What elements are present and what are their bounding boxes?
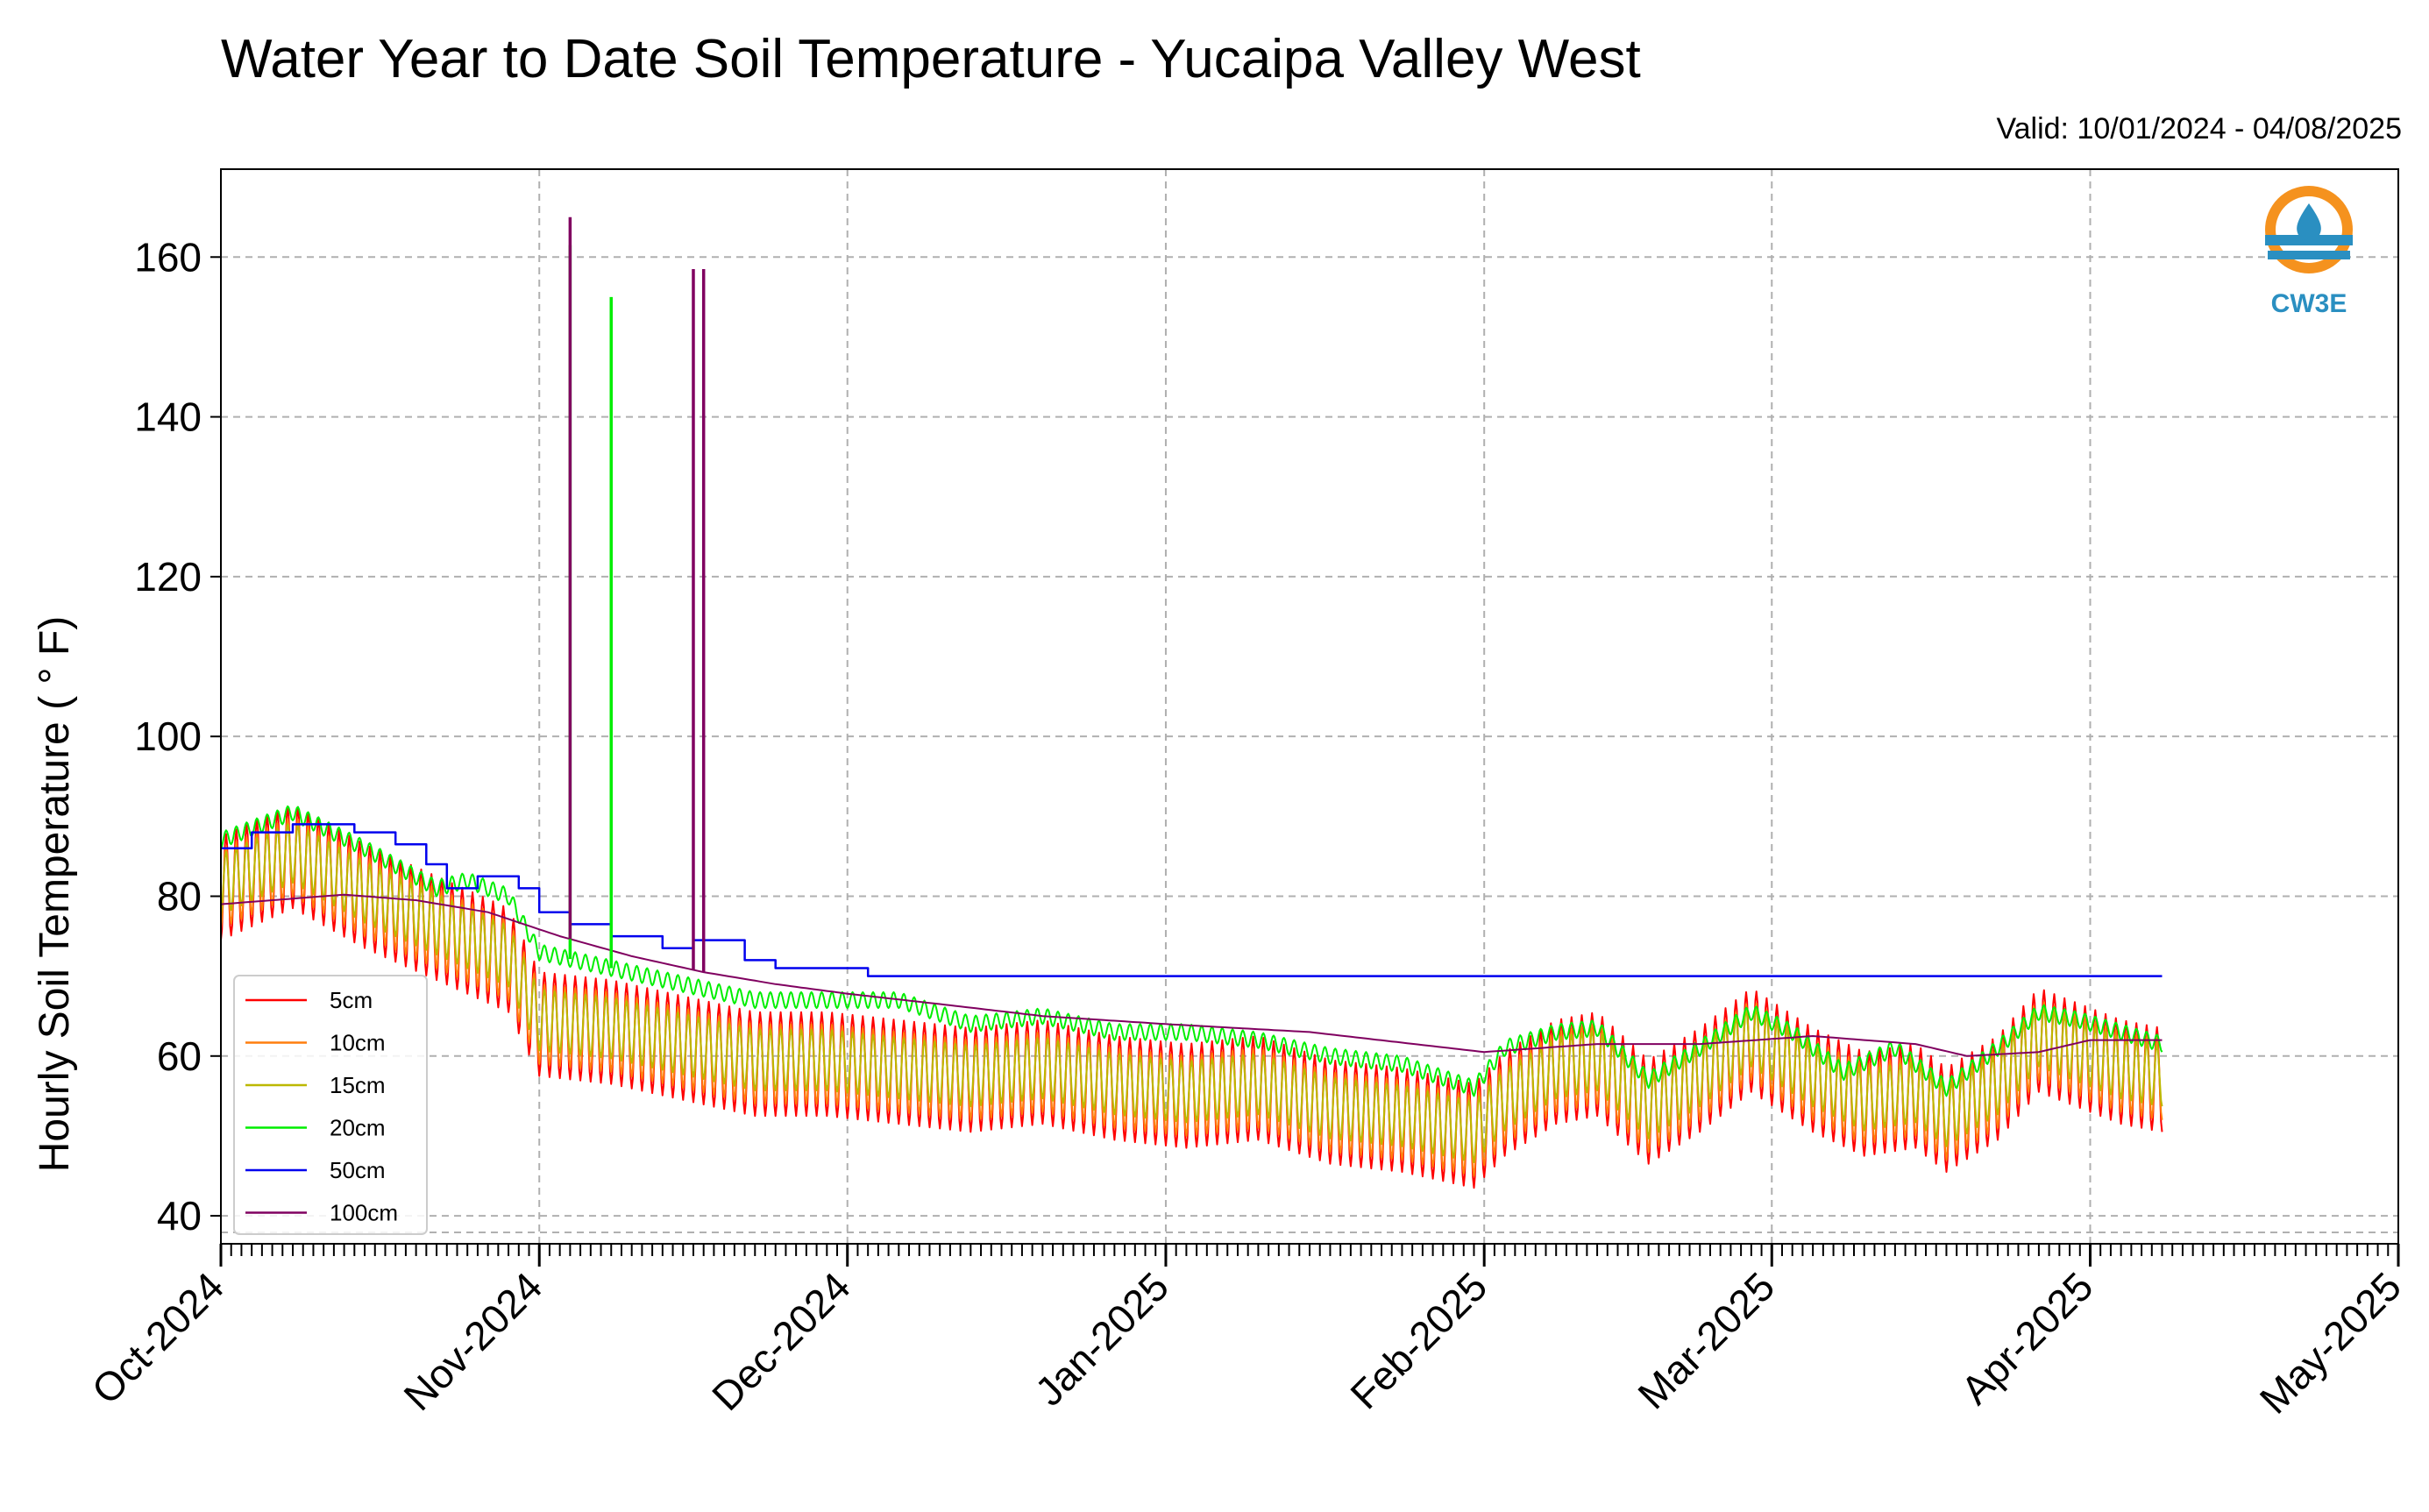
y-tick-label: 80 xyxy=(157,873,202,919)
logo-text: CW3E xyxy=(2271,289,2347,318)
x-axis-ticks: Oct-2024 Nov-2024 Dec-2024 Jan-2025 Feb-2025… xyxy=(83,1244,2410,1423)
series-line-50cm xyxy=(221,823,2163,977)
y-tick-label: 140 xyxy=(134,394,202,440)
legend-label-20cm: 20cm xyxy=(330,1115,386,1141)
y-tick-label: 100 xyxy=(134,713,202,759)
series-lines xyxy=(220,805,2163,1189)
x-axis-minor-ticks xyxy=(220,1244,2399,1256)
series-line-100cm xyxy=(220,893,2163,1057)
x-tick-label: Apr-2025 xyxy=(1952,1263,2102,1413)
series-line-10cm xyxy=(220,817,2163,1177)
legend-label-5cm: 5cm xyxy=(330,987,373,1013)
valid-date-range: Valid: 10/01/2024 - 04/08/2025 xyxy=(1996,112,2402,146)
y-tick-label: 120 xyxy=(134,554,202,600)
x-tick-label: May-2025 xyxy=(2251,1263,2410,1422)
logo-wave-2 xyxy=(2268,251,2350,259)
y-tick-label: 40 xyxy=(157,1193,202,1239)
legend-label-100cm: 100cm xyxy=(330,1200,398,1226)
legend: 5cm 10cm 15cm 20cm 50cm 100cm xyxy=(233,975,428,1235)
chart-title: Water Year to Date Soil Temperature - Yu… xyxy=(221,29,1641,89)
spike-marks xyxy=(568,217,706,973)
cw3e-logo: CW3E xyxy=(2265,186,2353,318)
legend-label-50cm: 50cm xyxy=(330,1157,386,1183)
y-axis-label: Hourly Soil Temperature ( ° F) xyxy=(32,616,78,1173)
y-axis-ticks: 40 60 80 100 120 140 160 xyxy=(134,234,221,1239)
legend-box xyxy=(233,975,428,1235)
x-tick-label: Dec-2024 xyxy=(703,1263,859,1419)
x-tick-label: Nov-2024 xyxy=(394,1263,550,1419)
legend-label-15cm: 15cm xyxy=(330,1072,386,1098)
legend-label-10cm: 10cm xyxy=(330,1030,386,1056)
x-tick-label: Mar-2025 xyxy=(1629,1263,1783,1417)
series-line-5cm xyxy=(220,806,2163,1189)
x-tick-label: Feb-2025 xyxy=(1341,1263,1495,1417)
y-tick-label: 60 xyxy=(157,1033,202,1079)
legend-items: 5cm 10cm 15cm 20cm 50cm 100cm xyxy=(245,987,398,1226)
grid-lines xyxy=(220,169,2399,1244)
x-tick-label: Oct-2024 xyxy=(83,1263,233,1413)
water-drop-icon xyxy=(2297,203,2321,240)
series-line-15cm xyxy=(220,823,2163,1163)
y-tick-label: 160 xyxy=(134,234,202,280)
x-tick-label: Jan-2025 xyxy=(1026,1263,1177,1414)
